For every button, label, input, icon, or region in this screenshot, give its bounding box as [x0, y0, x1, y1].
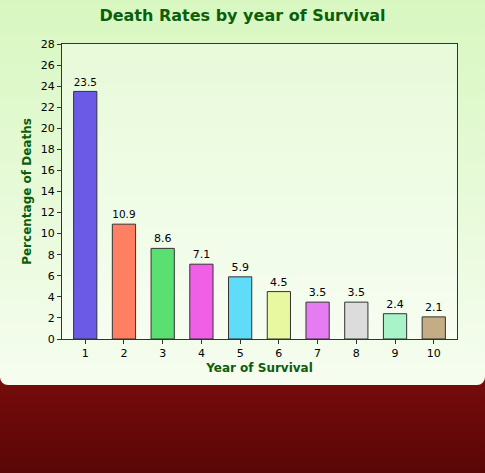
svg-text:22: 22	[41, 101, 55, 114]
svg-text:18: 18	[41, 143, 55, 156]
svg-text:20: 20	[41, 122, 55, 135]
svg-text:10.9: 10.9	[112, 208, 135, 220]
svg-text:8: 8	[353, 347, 360, 360]
svg-text:23.5: 23.5	[74, 76, 97, 88]
svg-text:14: 14	[41, 185, 55, 198]
svg-text:8.6: 8.6	[154, 232, 172, 245]
svg-text:3.5: 3.5	[348, 286, 366, 299]
svg-text:Percentage of Deaths: Percentage of Deaths	[20, 118, 34, 265]
svg-text:1: 1	[82, 347, 89, 360]
svg-text:3.5: 3.5	[309, 286, 327, 299]
svg-text:Year of Survival: Year of Survival	[205, 361, 313, 375]
svg-text:5: 5	[237, 347, 244, 360]
svg-text:28: 28	[41, 38, 55, 51]
svg-text:6: 6	[48, 270, 55, 283]
svg-text:7: 7	[314, 347, 321, 360]
svg-text:9: 9	[392, 347, 399, 360]
svg-text:2.1: 2.1	[425, 301, 443, 314]
svg-text:2.4: 2.4	[386, 298, 404, 311]
svg-text:5.9: 5.9	[231, 261, 249, 274]
svg-text:2: 2	[48, 312, 55, 325]
svg-text:26: 26	[41, 59, 55, 72]
svg-text:6: 6	[275, 347, 282, 360]
svg-text:16: 16	[41, 164, 55, 177]
svg-text:3: 3	[159, 347, 166, 360]
svg-text:Death Rates by year of Surviva: Death Rates by year of Survival	[99, 6, 385, 25]
svg-text:0: 0	[48, 333, 55, 346]
svg-text:24: 24	[41, 80, 55, 93]
svg-text:4.5: 4.5	[270, 276, 288, 289]
svg-text:12: 12	[41, 206, 55, 219]
svg-text:10: 10	[427, 347, 441, 360]
svg-text:4: 4	[48, 291, 55, 304]
svg-text:10: 10	[41, 227, 55, 240]
svg-text:4: 4	[198, 347, 205, 360]
svg-text:2: 2	[120, 347, 127, 360]
svg-text:8: 8	[48, 249, 55, 262]
svg-text:7.1: 7.1	[193, 248, 211, 261]
